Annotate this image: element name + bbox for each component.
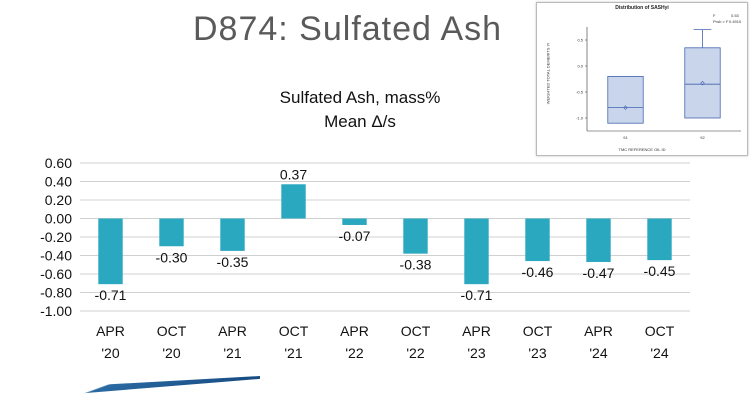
x-tick-label: '21 bbox=[223, 345, 241, 361]
x-tick-label: OCT bbox=[401, 323, 431, 339]
x-tick-label: OCT bbox=[523, 323, 553, 339]
inset-stat-f-value: 0.53 bbox=[731, 13, 739, 18]
chart-title: Sulfated Ash, mass% bbox=[279, 88, 441, 107]
x-tick-label: OCT bbox=[645, 323, 675, 339]
x-tick-label: '20 bbox=[162, 345, 180, 361]
chart-title-block: Sulfated Ash, mass% Mean Δ/s bbox=[200, 86, 520, 134]
y-tick-label: 0.00 bbox=[45, 211, 72, 227]
boxplot-inset: Distribution of SASHyi F 0.53 Prob > F 0… bbox=[536, 2, 748, 156]
data-label: -0.47 bbox=[583, 265, 615, 281]
bar bbox=[281, 184, 306, 219]
inset-x-tick-label: 92 bbox=[700, 135, 705, 140]
inset-stat-p-label: Prob > F bbox=[713, 19, 729, 24]
data-label: -0.30 bbox=[156, 249, 188, 265]
y-tick-label: -0.80 bbox=[40, 285, 72, 301]
inset-x-axis-label: TMC REFERENCE OIL ID bbox=[618, 147, 666, 152]
inset-box bbox=[607, 76, 644, 124]
y-tick-label: -0.40 bbox=[40, 248, 72, 264]
inset-y-tick-label: 0.5 bbox=[577, 38, 583, 43]
x-tick-label: '24 bbox=[650, 345, 668, 361]
bar bbox=[159, 218, 184, 247]
inset-box bbox=[684, 47, 721, 119]
chart-subtitle: Mean Δ/s bbox=[324, 112, 396, 131]
x-tick-label: OCT bbox=[279, 323, 309, 339]
inset-y-tick-label: 0.0 bbox=[577, 64, 583, 69]
inset-stat-p-value: 0.4910 bbox=[729, 19, 742, 24]
slide-title: D874: Sulfated Ash bbox=[193, 10, 503, 48]
inset-x-tick-label: 91 bbox=[623, 135, 628, 140]
x-tick-label: APR bbox=[462, 323, 491, 339]
data-label: -0.35 bbox=[217, 254, 249, 270]
inset-stat-f-label: F bbox=[713, 13, 716, 18]
x-tick-label: '22 bbox=[406, 345, 424, 361]
x-tick-label: '23 bbox=[528, 345, 546, 361]
x-tick-label: APR bbox=[584, 323, 613, 339]
bar bbox=[586, 218, 611, 262]
x-tick-label: '20 bbox=[101, 345, 119, 361]
y-tick-label: -0.60 bbox=[40, 266, 72, 282]
data-label: -0.71 bbox=[95, 287, 127, 303]
data-label: -0.71 bbox=[461, 287, 493, 303]
x-tick-label: '24 bbox=[589, 345, 607, 361]
boxplot: 0.5 0.0 -0.5 -1.0 91 92 bbox=[576, 27, 741, 140]
inset-title: Distribution of SASHyi bbox=[615, 5, 669, 11]
x-tick-label: APR bbox=[218, 323, 247, 339]
x-tick-label: '21 bbox=[284, 345, 302, 361]
bar bbox=[220, 218, 245, 251]
y-tick-label: 0.40 bbox=[45, 174, 72, 190]
bar bbox=[403, 218, 428, 254]
bar bbox=[647, 218, 672, 261]
inset-y-tick-label: -0.5 bbox=[576, 90, 584, 95]
inset-y-tick-label: -1.0 bbox=[576, 116, 584, 121]
data-label: -0.38 bbox=[400, 257, 432, 273]
data-label: 0.37 bbox=[280, 166, 307, 182]
inset-mean-marker bbox=[700, 80, 705, 86]
y-tick-label: 0.60 bbox=[45, 155, 72, 171]
x-tick-label: APR bbox=[340, 323, 369, 339]
bar bbox=[98, 218, 123, 285]
data-label: -0.45 bbox=[644, 263, 676, 279]
y-tick-label: -0.20 bbox=[40, 229, 72, 245]
y-tick-label: 0.20 bbox=[45, 192, 72, 208]
x-tick-label: '22 bbox=[345, 345, 363, 361]
bar bbox=[525, 218, 550, 262]
x-tick-label: APR bbox=[96, 323, 125, 339]
x-tick-label: OCT bbox=[157, 323, 187, 339]
data-label: -0.46 bbox=[522, 264, 554, 280]
bar bbox=[464, 218, 489, 285]
y-tick-label: -1.00 bbox=[40, 303, 72, 319]
inset-mean-marker bbox=[623, 105, 628, 110]
data-label: -0.07 bbox=[339, 228, 371, 244]
x-tick-label: '23 bbox=[467, 345, 485, 361]
bar bbox=[342, 218, 367, 225]
